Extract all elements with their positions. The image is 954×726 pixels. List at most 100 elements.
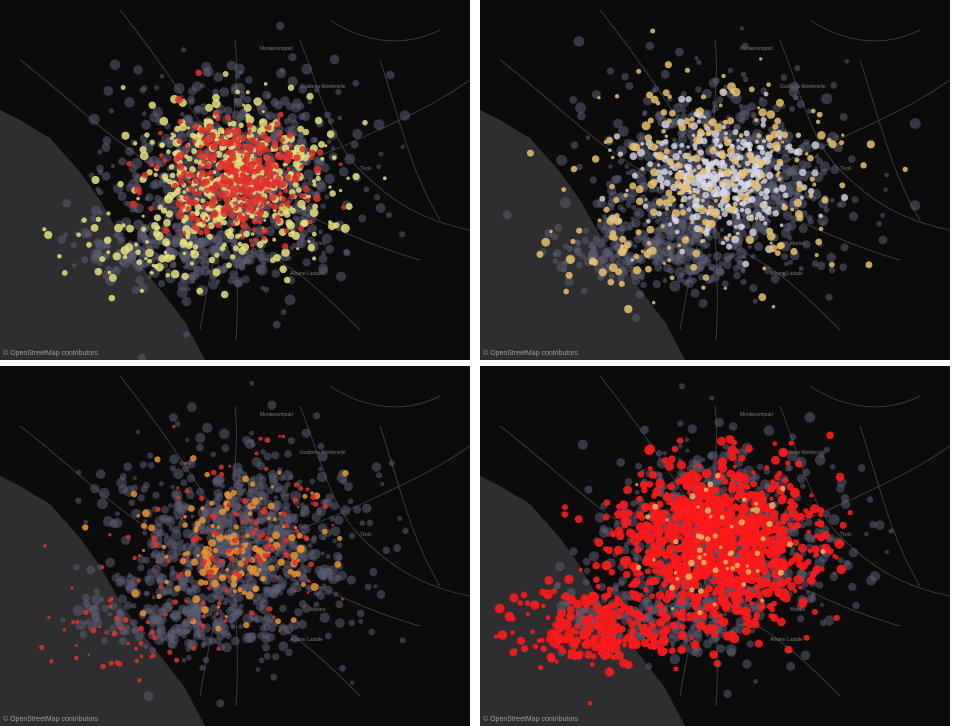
overlay-point [750, 172, 756, 178]
overlay-point [286, 221, 295, 230]
overlay-point [201, 606, 209, 614]
overlay-point [692, 168, 697, 173]
base-point [73, 563, 80, 571]
overlay-point [283, 154, 287, 158]
overlay-point [126, 224, 134, 233]
base-point [136, 229, 147, 240]
base-point [282, 560, 292, 569]
map-panel-bottom-left[interactable]: Montecompatri Guidonia Montecelio Tivoli Ma… [0, 366, 470, 726]
base-point [187, 459, 196, 469]
base-point [271, 269, 280, 278]
base-point [621, 73, 629, 81]
base-point [324, 173, 335, 184]
overlay-point [838, 140, 845, 146]
overlay-point [700, 94, 707, 100]
base-point [123, 200, 129, 206]
overlay-point [236, 205, 240, 209]
overlay-point [188, 185, 195, 193]
overlay-point [772, 123, 779, 130]
overlay-point [276, 546, 281, 551]
base-point [186, 402, 197, 412]
base-point [368, 628, 375, 636]
base-point [170, 484, 175, 490]
map-panel-top-right[interactable]: Montecompatri Guidonia Montecelio Tivoli Ma… [480, 0, 950, 360]
overlay-point [210, 523, 215, 529]
base-point [127, 252, 137, 262]
base-point [62, 199, 71, 208]
map-panel-bottom-right[interactable]: Montecompatri Guidonia Montecelio Tivoli Ma… [480, 366, 950, 726]
base-point [249, 438, 254, 444]
overlay-point [305, 487, 310, 492]
base-point [642, 109, 648, 115]
overlay-point [176, 495, 181, 500]
overlay-point [606, 137, 613, 144]
base-point [263, 652, 271, 660]
base-point [346, 575, 356, 585]
base-point [320, 573, 328, 581]
base-point [113, 266, 118, 271]
overlay-point [684, 152, 692, 159]
base-point [618, 225, 626, 232]
overlay-point [690, 220, 695, 225]
base-point [712, 264, 722, 275]
overlay-point [44, 230, 53, 240]
base-point [128, 164, 137, 173]
base-point [648, 187, 654, 193]
overlay-point [766, 227, 774, 235]
overlay-point [731, 87, 741, 97]
overlay-point [259, 203, 265, 208]
overlay-point [619, 244, 629, 254]
overlay-point [814, 253, 819, 258]
base-point [110, 163, 116, 169]
base-point [752, 298, 758, 304]
base-point [279, 604, 287, 613]
overlay-point [237, 560, 245, 567]
base-point [830, 81, 838, 89]
overlay-point [235, 89, 241, 95]
overlay-point [195, 520, 201, 527]
overlay-point [103, 236, 112, 245]
overlay-point [197, 149, 203, 154]
overlay-point [608, 233, 616, 241]
overlay-point [100, 663, 106, 670]
overlay-point [656, 151, 665, 161]
overlay-point [146, 169, 153, 176]
overlay-point [764, 151, 773, 159]
overlay-point [264, 125, 268, 130]
base-point [798, 224, 808, 234]
base-point [168, 503, 173, 508]
base-point [231, 603, 240, 612]
overlay-point [245, 167, 251, 173]
overlay-point [684, 67, 691, 73]
base-point [335, 618, 345, 628]
base-point [211, 615, 216, 620]
base-point [613, 174, 622, 184]
overlay-point [244, 560, 249, 565]
place-label: Albano Laziale [290, 637, 323, 643]
map-panel-top-left[interactable]: Montecompatri Guidonia Montecelio Tivoli Ma… [0, 0, 470, 360]
overlay-point [292, 160, 301, 168]
base-point [101, 604, 109, 612]
base-point [338, 166, 349, 177]
base-point [624, 260, 629, 265]
overlay-point [198, 230, 204, 236]
base-point [829, 197, 835, 203]
overlay-point [283, 228, 289, 234]
overlay-point [220, 173, 225, 177]
base-point [617, 158, 624, 165]
overlay-point [265, 553, 270, 558]
base-point [216, 630, 226, 640]
overlay-point [204, 224, 209, 229]
overlay-point [253, 97, 262, 106]
overlay-point [163, 250, 168, 255]
overlay-point [603, 206, 610, 213]
overlay-point [224, 114, 232, 121]
base-point [63, 232, 69, 238]
overlay-point [214, 560, 217, 563]
base-point [124, 624, 131, 631]
base-point [363, 186, 370, 193]
